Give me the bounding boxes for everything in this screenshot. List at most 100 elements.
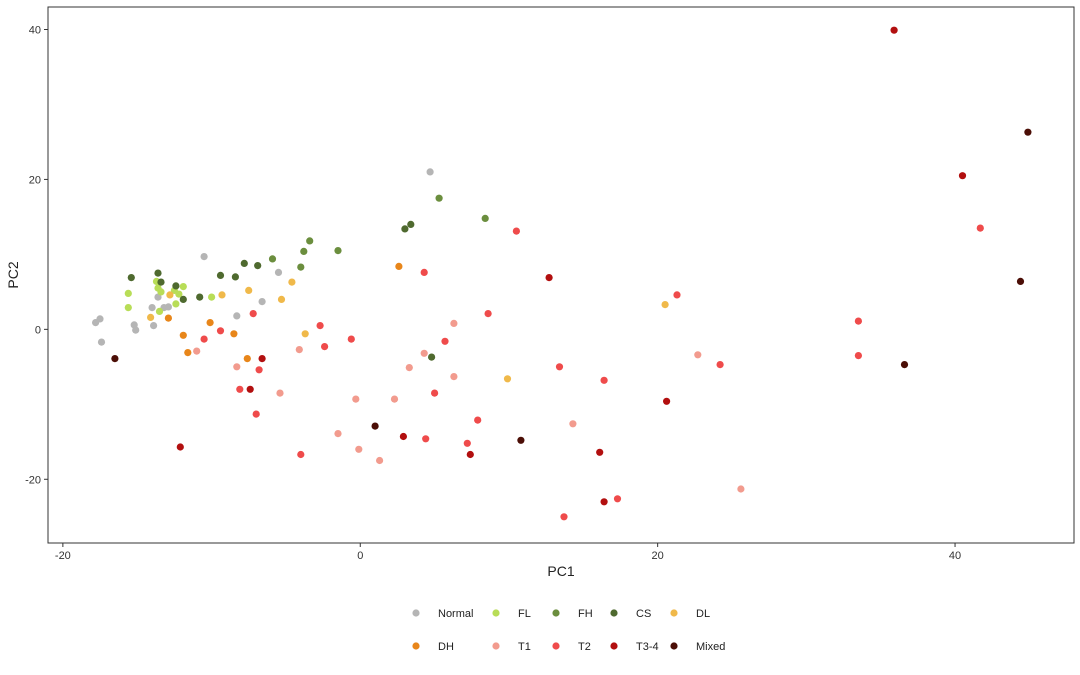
point-t1-16 <box>737 485 745 493</box>
point-fh-4 <box>306 237 314 245</box>
point-cs-6 <box>196 293 204 301</box>
point-t1-11 <box>420 349 428 357</box>
point-t3-4-5 <box>466 450 474 459</box>
point-t2-22 <box>613 495 622 503</box>
y-tick-label: -20 <box>25 474 41 486</box>
point-t1-10 <box>405 364 413 372</box>
legend-label-fh: FH <box>578 608 593 620</box>
point-t2-20 <box>560 513 568 521</box>
point-t2-7 <box>297 450 305 459</box>
point-fl-5 <box>157 288 165 296</box>
legend-marker-t3-4 <box>610 642 618 650</box>
point-t1-8 <box>376 456 384 465</box>
point-t2-8 <box>316 322 324 330</box>
point-t2-1 <box>200 335 208 343</box>
point-cs-3 <box>157 278 165 286</box>
legend-marker-fl <box>492 609 500 617</box>
point-t1-2 <box>233 363 241 371</box>
point-dh-5 <box>230 330 238 338</box>
point-t2-17 <box>484 310 492 318</box>
point-t1-15 <box>694 351 702 359</box>
point-t2-24 <box>716 361 724 369</box>
x-tick-label: -20 <box>55 550 71 562</box>
point-dl-4 <box>245 286 253 294</box>
legend-label-t2: T2 <box>578 641 591 653</box>
legend-marker-dh <box>412 642 420 650</box>
legend-label-mixed: Mixed <box>696 641 725 653</box>
legend-marker-t2 <box>552 642 560 650</box>
point-t2-11 <box>420 268 428 276</box>
point-normal-15 <box>426 168 434 176</box>
point-t2-16 <box>474 416 482 424</box>
point-dl-9 <box>661 301 669 309</box>
point-dl-1 <box>147 313 155 321</box>
point-cs-5 <box>179 295 187 303</box>
point-dh-3 <box>184 349 192 357</box>
point-t3-4-2 <box>246 385 254 393</box>
legend-label-dl: DL <box>696 608 710 620</box>
point-t3-4-3 <box>258 355 266 363</box>
legend-label-t1: T1 <box>518 641 531 653</box>
point-normal-8 <box>154 293 162 301</box>
legend-item-dh: DH <box>412 641 454 653</box>
point-cs-11 <box>401 225 409 233</box>
point-t2-27 <box>976 224 984 232</box>
point-t2-21 <box>600 376 608 384</box>
point-dh-7 <box>395 262 403 270</box>
point-t2-3 <box>236 385 244 393</box>
legend-marker-cs <box>610 609 618 617</box>
legend-item-mixed: Mixed <box>670 641 725 653</box>
legend-item-fl: FL <box>492 608 531 620</box>
point-t1-12 <box>450 319 458 327</box>
y-tick-label: 0 <box>35 324 41 336</box>
y-axis-title: PC2 <box>5 261 21 288</box>
point-t2-5 <box>252 410 260 418</box>
point-normal-2 <box>96 315 104 323</box>
point-cs-2 <box>154 269 162 277</box>
legend-label-fl: FL <box>518 608 531 620</box>
point-t2-18 <box>512 227 521 235</box>
point-dh-2 <box>179 331 187 339</box>
point-dl-6 <box>288 278 296 286</box>
point-t2-12 <box>422 435 430 443</box>
point-fh-3 <box>300 247 308 255</box>
point-t3-4-1 <box>176 443 184 451</box>
point-t2-19 <box>555 363 564 371</box>
legend-marker-fh <box>552 609 560 617</box>
legend-label-dh: DH <box>438 641 454 653</box>
legend-item-t3-4: T3-4 <box>610 641 659 653</box>
y-tick-label: 20 <box>29 174 41 186</box>
point-t1-3 <box>276 389 284 397</box>
point-t2-26 <box>854 352 863 360</box>
point-t2-13 <box>431 389 439 397</box>
point-fl-7 <box>172 300 180 308</box>
legend-item-cs: CS <box>610 608 651 620</box>
legend-label-normal: Normal <box>438 608 473 620</box>
point-normal-5 <box>132 326 140 334</box>
point-t2-15 <box>463 439 471 447</box>
point-fl-2 <box>124 304 132 312</box>
legend-item-normal: Normal <box>412 608 473 620</box>
point-cs-4 <box>172 282 180 290</box>
point-cs-13 <box>428 353 436 361</box>
point-t2-10 <box>347 335 355 343</box>
point-mixed-6 <box>1024 128 1032 136</box>
point-normal-3 <box>97 338 106 346</box>
point-t2-9 <box>321 343 329 351</box>
point-t3-4-4 <box>399 432 407 441</box>
point-normal-12 <box>233 312 241 320</box>
point-normal-6 <box>150 322 158 330</box>
point-cs-10 <box>254 262 262 270</box>
legend-label-t3-4: T3-4 <box>636 641 659 653</box>
point-fl-6 <box>155 307 164 315</box>
point-mixed-1 <box>111 355 119 363</box>
point-dl-7 <box>301 330 309 338</box>
y-tick-label: 40 <box>29 24 41 36</box>
point-dh-4 <box>206 319 214 327</box>
point-t3-4-11 <box>958 172 967 180</box>
point-t1-1 <box>193 347 201 355</box>
point-cs-9 <box>240 259 248 267</box>
point-t1-13 <box>450 373 458 381</box>
point-t2-2 <box>216 327 225 335</box>
